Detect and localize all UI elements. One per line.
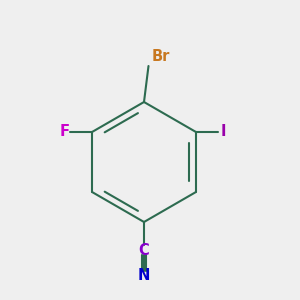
Text: F: F <box>59 124 69 140</box>
Text: N: N <box>138 268 150 284</box>
Text: C: C <box>139 243 149 258</box>
Text: Br: Br <box>151 50 170 64</box>
Text: I: I <box>220 124 226 140</box>
